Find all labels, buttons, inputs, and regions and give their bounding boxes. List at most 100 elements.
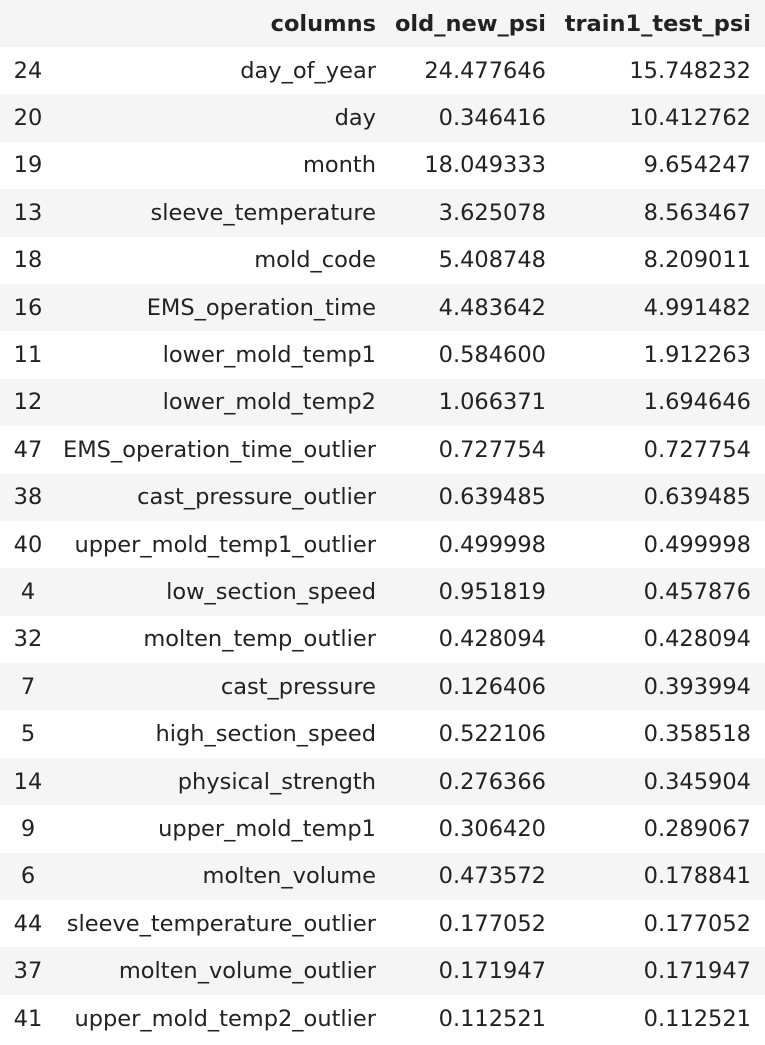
- table-row: 12 lower_mold_temp2 1.066371 1.694646: [0, 378, 765, 427]
- column-name-cell: mold_code: [254, 247, 376, 274]
- old-new-psi-cell: 0.584600: [438, 342, 546, 369]
- old-new-psi-cell: 0.522106: [438, 721, 546, 748]
- table-row: 11 lower_mold_temp1 0.584600 1.912263: [0, 331, 765, 379]
- train1-test-psi-cell: 0.457876: [643, 578, 751, 605]
- train1-test-psi-cell: 8.563467: [643, 199, 751, 226]
- column-name-cell: cast_pressure_outlier: [137, 484, 376, 511]
- row-index-cell: 41: [13, 1005, 43, 1032]
- row-index-cell: 11: [13, 342, 43, 369]
- old-new-psi-cell: 0.112521: [438, 1005, 546, 1032]
- train1-test-psi-cell: 0.428094: [643, 626, 751, 653]
- table-row: 6 molten_volume 0.473572 0.178841: [0, 852, 765, 901]
- row-index-cell: 5: [20, 721, 36, 748]
- table-row: 44 sleeve_temperature_outlier 0.177052 0.17…: [0, 900, 765, 948]
- table-row: 7 cast_pressure 0.126406 0.393994: [0, 663, 765, 711]
- table-row: 32 molten_temp_outlier 0.428094 0.428094: [0, 615, 765, 664]
- train1-test-psi-cell: 8.209011: [643, 247, 751, 274]
- column-name-cell: day: [334, 105, 376, 132]
- column-name-cell: sleeve_temperature_outlier: [66, 910, 376, 937]
- table-row: 9 upper_mold_temp1 0.306420 0.289067: [0, 805, 765, 853]
- column-name-cell: lower_mold_temp2: [162, 389, 376, 416]
- column-name-cell: lower_mold_temp1: [162, 342, 376, 369]
- table-row: 24 day_of_year 24.477646 15.748232: [0, 47, 765, 95]
- row-index-cell: 44: [13, 910, 43, 937]
- old-new-psi-cell: 0.428094: [438, 626, 546, 653]
- table-row: 14 physical_strength 0.276366 0.345904: [0, 757, 765, 806]
- train1-test-psi-cell: 1.694646: [643, 389, 751, 416]
- train1-test-psi-cell: 10.412762: [629, 105, 751, 132]
- train1-test-psi-cell: 0.358518: [643, 721, 751, 748]
- train1-test-psi-cell: 0.289067: [643, 815, 751, 842]
- column-name-cell: high_section_speed: [155, 721, 376, 748]
- row-index-cell: 24: [13, 57, 43, 84]
- column-name-cell: cast_pressure: [220, 673, 376, 700]
- table-row: 38 cast_pressure_outlier 0.639485 0.639485: [0, 473, 765, 521]
- row-index-cell: 47: [13, 436, 43, 463]
- row-index-cell: 4: [20, 578, 36, 605]
- column-name-cell: molten_volume: [202, 863, 376, 890]
- old-new-psi-cell: 0.177052: [438, 910, 546, 937]
- column-name-cell: sleeve_temperature: [150, 199, 377, 226]
- train1-test-psi-cell: 0.499998: [643, 531, 751, 558]
- column-name-cell: molten_temp_outlier: [143, 626, 376, 653]
- row-index-cell: 18: [13, 247, 43, 274]
- column-name-cell: physical_strength: [177, 768, 376, 795]
- train1-test-psi-cell: 0.171947: [643, 958, 751, 985]
- column-name-cell: EMS_operation_time_outlier: [63, 436, 376, 463]
- train1-test-psi-header: train1_test_psi: [564, 10, 751, 37]
- old-new-psi-cell: 0.951819: [438, 578, 546, 605]
- train1-test-psi-cell: 0.345904: [643, 768, 751, 795]
- row-index-cell: 14: [13, 768, 43, 795]
- row-index-cell: 38: [13, 484, 43, 511]
- row-index-cell: 19: [13, 152, 43, 179]
- old-new-psi-cell: 0.276366: [438, 768, 546, 795]
- table-row: 4 low_section_speed 0.951819 0.457876: [0, 568, 765, 616]
- table-row: 19 month 18.049333 9.654247: [0, 141, 765, 190]
- column-name-cell: day_of_year: [240, 57, 376, 84]
- index-header: [0, 0, 56, 47]
- old-new-psi-cell: 24.477646: [424, 57, 546, 84]
- column-name-cell: low_section_speed: [166, 578, 376, 605]
- table-row: 40 upper_mold_temp1_outlier 0.499998 0.4999…: [0, 520, 765, 569]
- old-new-psi-cell: 0.171947: [438, 958, 546, 985]
- row-index-cell: 13: [13, 199, 43, 226]
- train1-test-psi-cell: 0.727754: [643, 436, 751, 463]
- table-row: 20 day 0.346416 10.412762: [0, 94, 765, 142]
- row-index-cell: 32: [13, 626, 43, 653]
- table-row: 37 molten_volume_outlier 0.171947 0.171947: [0, 947, 765, 995]
- column-name-cell: EMS_operation_time: [146, 294, 376, 321]
- old-new-psi-cell: 5.408748: [438, 247, 546, 274]
- train1-test-psi-cell: 0.639485: [643, 484, 751, 511]
- table-row: 41 upper_mold_temp2_outlier 0.112521 0.1125…: [0, 994, 765, 1043]
- column-name-cell: molten_volume_outlier: [118, 958, 376, 985]
- train1-test-psi-cell: 0.177052: [643, 910, 751, 937]
- old-new-psi-cell: 3.625078: [438, 199, 546, 226]
- old-new-psi-cell: 0.306420: [438, 815, 546, 842]
- table-row: 16 EMS_operation_time 4.483642 4.991482: [0, 283, 765, 332]
- old-new-psi-cell: 4.483642: [438, 294, 546, 321]
- old-new-psi-header: old_new_psi: [394, 10, 546, 37]
- column-name-cell: upper_mold_temp2_outlier: [74, 1005, 376, 1032]
- old-new-psi-cell: 0.126406: [438, 673, 546, 700]
- row-index-cell: 7: [20, 673, 36, 700]
- table-body: 24 day_of_year 24.477646 15.748232 20 day 0.34…: [0, 47, 765, 1043]
- column-name-cell: month: [302, 152, 376, 179]
- column-name-cell: upper_mold_temp1: [158, 815, 376, 842]
- old-new-psi-cell: 1.066371: [438, 389, 546, 416]
- column-name-cell: upper_mold_temp1_outlier: [74, 531, 376, 558]
- old-new-psi-cell: 0.499998: [438, 531, 546, 558]
- old-new-psi-cell: 0.473572: [438, 863, 546, 890]
- train1-test-psi-cell: 0.393994: [643, 673, 751, 700]
- table-row: 5 high_section_speed 0.522106 0.358518: [0, 710, 765, 758]
- row-index-cell: 37: [13, 958, 43, 985]
- old-new-psi-cell: 18.049333: [424, 152, 546, 179]
- table-header: columns old_new_psi train1_test_psi: [0, 0, 765, 47]
- row-index-cell: 16: [13, 294, 43, 321]
- table-row: 13 sleeve_temperature 3.625078 8.563467: [0, 189, 765, 237]
- row-index-cell: 40: [13, 531, 43, 558]
- train1-test-psi-cell: 0.178841: [643, 863, 751, 890]
- train1-test-psi-cell: 9.654247: [643, 152, 751, 179]
- old-new-psi-cell: 0.346416: [438, 105, 546, 132]
- table-row: 18 mold_code 5.408748 8.209011: [0, 236, 765, 284]
